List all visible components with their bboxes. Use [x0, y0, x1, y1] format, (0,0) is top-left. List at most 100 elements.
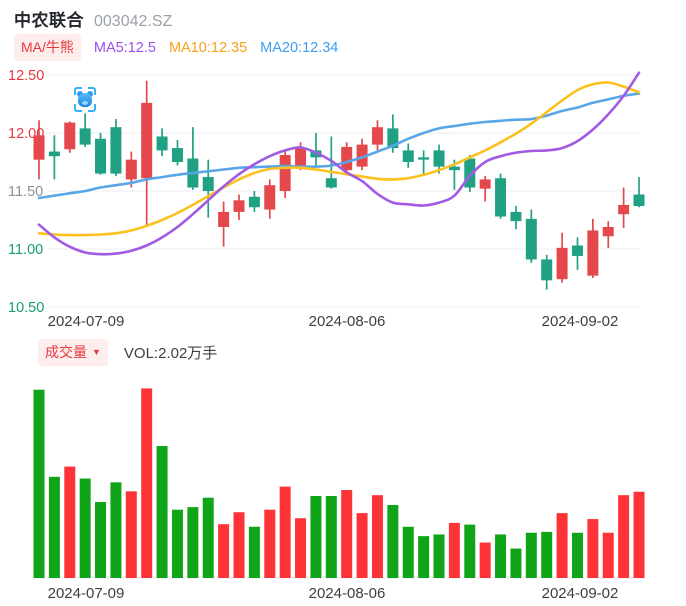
candle-body[interactable]	[633, 194, 645, 207]
candle-body[interactable]	[448, 166, 460, 171]
candle-body[interactable]	[387, 128, 399, 149]
candle-body[interactable]	[510, 211, 522, 222]
volume-bar[interactable]	[79, 478, 91, 578]
candle-body[interactable]	[602, 226, 614, 237]
candle-body[interactable]	[141, 102, 153, 179]
volume-bar[interactable]	[295, 518, 307, 578]
candle-body[interactable]	[233, 200, 245, 212]
volume-bar[interactable]	[156, 446, 168, 578]
volume-bar[interactable]	[587, 519, 599, 578]
candle-body[interactable]	[525, 218, 537, 260]
volume-bar[interactable]	[341, 490, 353, 578]
candle-body[interactable]	[325, 178, 337, 188]
volume-bar[interactable]	[310, 496, 322, 578]
candle-body[interactable]	[171, 148, 183, 162]
volume-bar[interactable]	[233, 512, 245, 578]
volume-bar[interactable]	[418, 536, 430, 578]
volume-bar[interactable]	[202, 497, 214, 578]
volume-bar[interactable]	[187, 507, 199, 578]
volume-mode-badge[interactable]: 成交量 ▼	[38, 339, 108, 366]
ma10-legend-value: MA10:12.35	[168, 39, 248, 56]
candle-body[interactable]	[571, 245, 583, 256]
volume-bar[interactable]	[218, 524, 230, 578]
volume-bar[interactable]	[495, 534, 507, 578]
candle-body[interactable]	[202, 177, 214, 191]
volume-header: 成交量 ▼ VOL:2.02万手	[38, 339, 217, 366]
candle-body[interactable]	[433, 150, 445, 167]
volume-bar[interactable]	[510, 548, 522, 578]
bracket-corner	[88, 87, 97, 95]
candle-body[interactable]	[479, 179, 491, 189]
bracket-corner	[74, 87, 83, 95]
candle-body[interactable]	[371, 127, 383, 145]
volume-bar[interactable]	[571, 532, 583, 578]
volume-bar[interactable]	[387, 504, 399, 578]
volume-bar[interactable]	[48, 476, 60, 578]
volume-bar[interactable]	[525, 532, 537, 578]
bracket-corner	[74, 104, 83, 112]
candle-body[interactable]	[95, 138, 107, 174]
ma-mode-badge[interactable]: MA/牛熊	[14, 34, 81, 61]
volume-bar[interactable]	[64, 466, 76, 578]
volume-bar[interactable]	[325, 496, 337, 578]
volume-bar[interactable]	[602, 532, 614, 578]
stock-code: 003042.SZ	[94, 13, 173, 30]
candle-body[interactable]	[156, 136, 168, 151]
candle-body[interactable]	[541, 259, 553, 281]
volume-bar[interactable]	[264, 509, 276, 578]
volume-badge-label: 成交量	[45, 344, 87, 360]
candle-body[interactable]	[495, 178, 507, 217]
volume-bar[interactable]	[279, 486, 291, 578]
volume-bars[interactable]	[33, 388, 645, 578]
bracket-corner	[88, 104, 97, 112]
volume-bar[interactable]	[171, 509, 183, 578]
candle-body[interactable]	[356, 144, 368, 167]
volume-bar[interactable]	[125, 491, 137, 578]
candle-body[interactable]	[125, 159, 137, 180]
volume-bar[interactable]	[448, 522, 460, 578]
bear-snout	[82, 101, 89, 105]
candle-body[interactable]	[64, 122, 76, 150]
ma10-line	[37, 81, 641, 237]
candle-body[interactable]	[33, 135, 45, 160]
volume-bar[interactable]	[556, 513, 568, 578]
candle-body[interactable]	[587, 230, 599, 276]
candle-body[interactable]	[48, 151, 60, 157]
volume-bar[interactable]	[541, 531, 553, 578]
volume-bar[interactable]	[433, 534, 445, 578]
candle-body[interactable]	[218, 211, 230, 227]
price-tick-label: 11.50	[8, 184, 43, 200]
ma20-legend-value: MA20:12.34	[260, 39, 339, 56]
candle-body[interactable]	[279, 155, 291, 191]
candle-body[interactable]	[341, 146, 353, 171]
candle-body[interactable]	[402, 150, 414, 162]
volume-bar[interactable]	[33, 389, 45, 578]
volume-bar[interactable]	[95, 501, 107, 578]
volume-bar[interactable]	[356, 513, 368, 578]
candle-body[interactable]	[618, 204, 630, 215]
candle-body[interactable]	[418, 157, 430, 160]
candle-body[interactable]	[248, 196, 260, 208]
bear-face	[78, 93, 93, 107]
candle-body[interactable]	[464, 158, 476, 188]
volume-bar[interactable]	[248, 526, 260, 578]
candle-body[interactable]	[110, 127, 122, 174]
candle-body[interactable]	[264, 185, 276, 210]
dropdown-arrow-icon: ▼	[92, 347, 101, 357]
ma5-line	[37, 71, 641, 256]
candle-body[interactable]	[295, 148, 307, 167]
price-tick-label: 11.00	[8, 242, 43, 258]
candle-body[interactable]	[556, 247, 568, 280]
bear-badge-icon[interactable]	[74, 87, 97, 112]
volume-bar[interactable]	[479, 542, 491, 578]
volume-bar[interactable]	[110, 482, 122, 578]
volume-bar[interactable]	[402, 526, 414, 578]
volume-bar[interactable]	[618, 495, 630, 578]
volume-bar[interactable]	[141, 388, 153, 578]
volume-bar[interactable]	[371, 495, 383, 578]
volume-bar[interactable]	[633, 491, 645, 578]
candle-body[interactable]	[79, 128, 91, 145]
candles[interactable]	[33, 80, 645, 290]
volume-bar[interactable]	[464, 524, 476, 578]
